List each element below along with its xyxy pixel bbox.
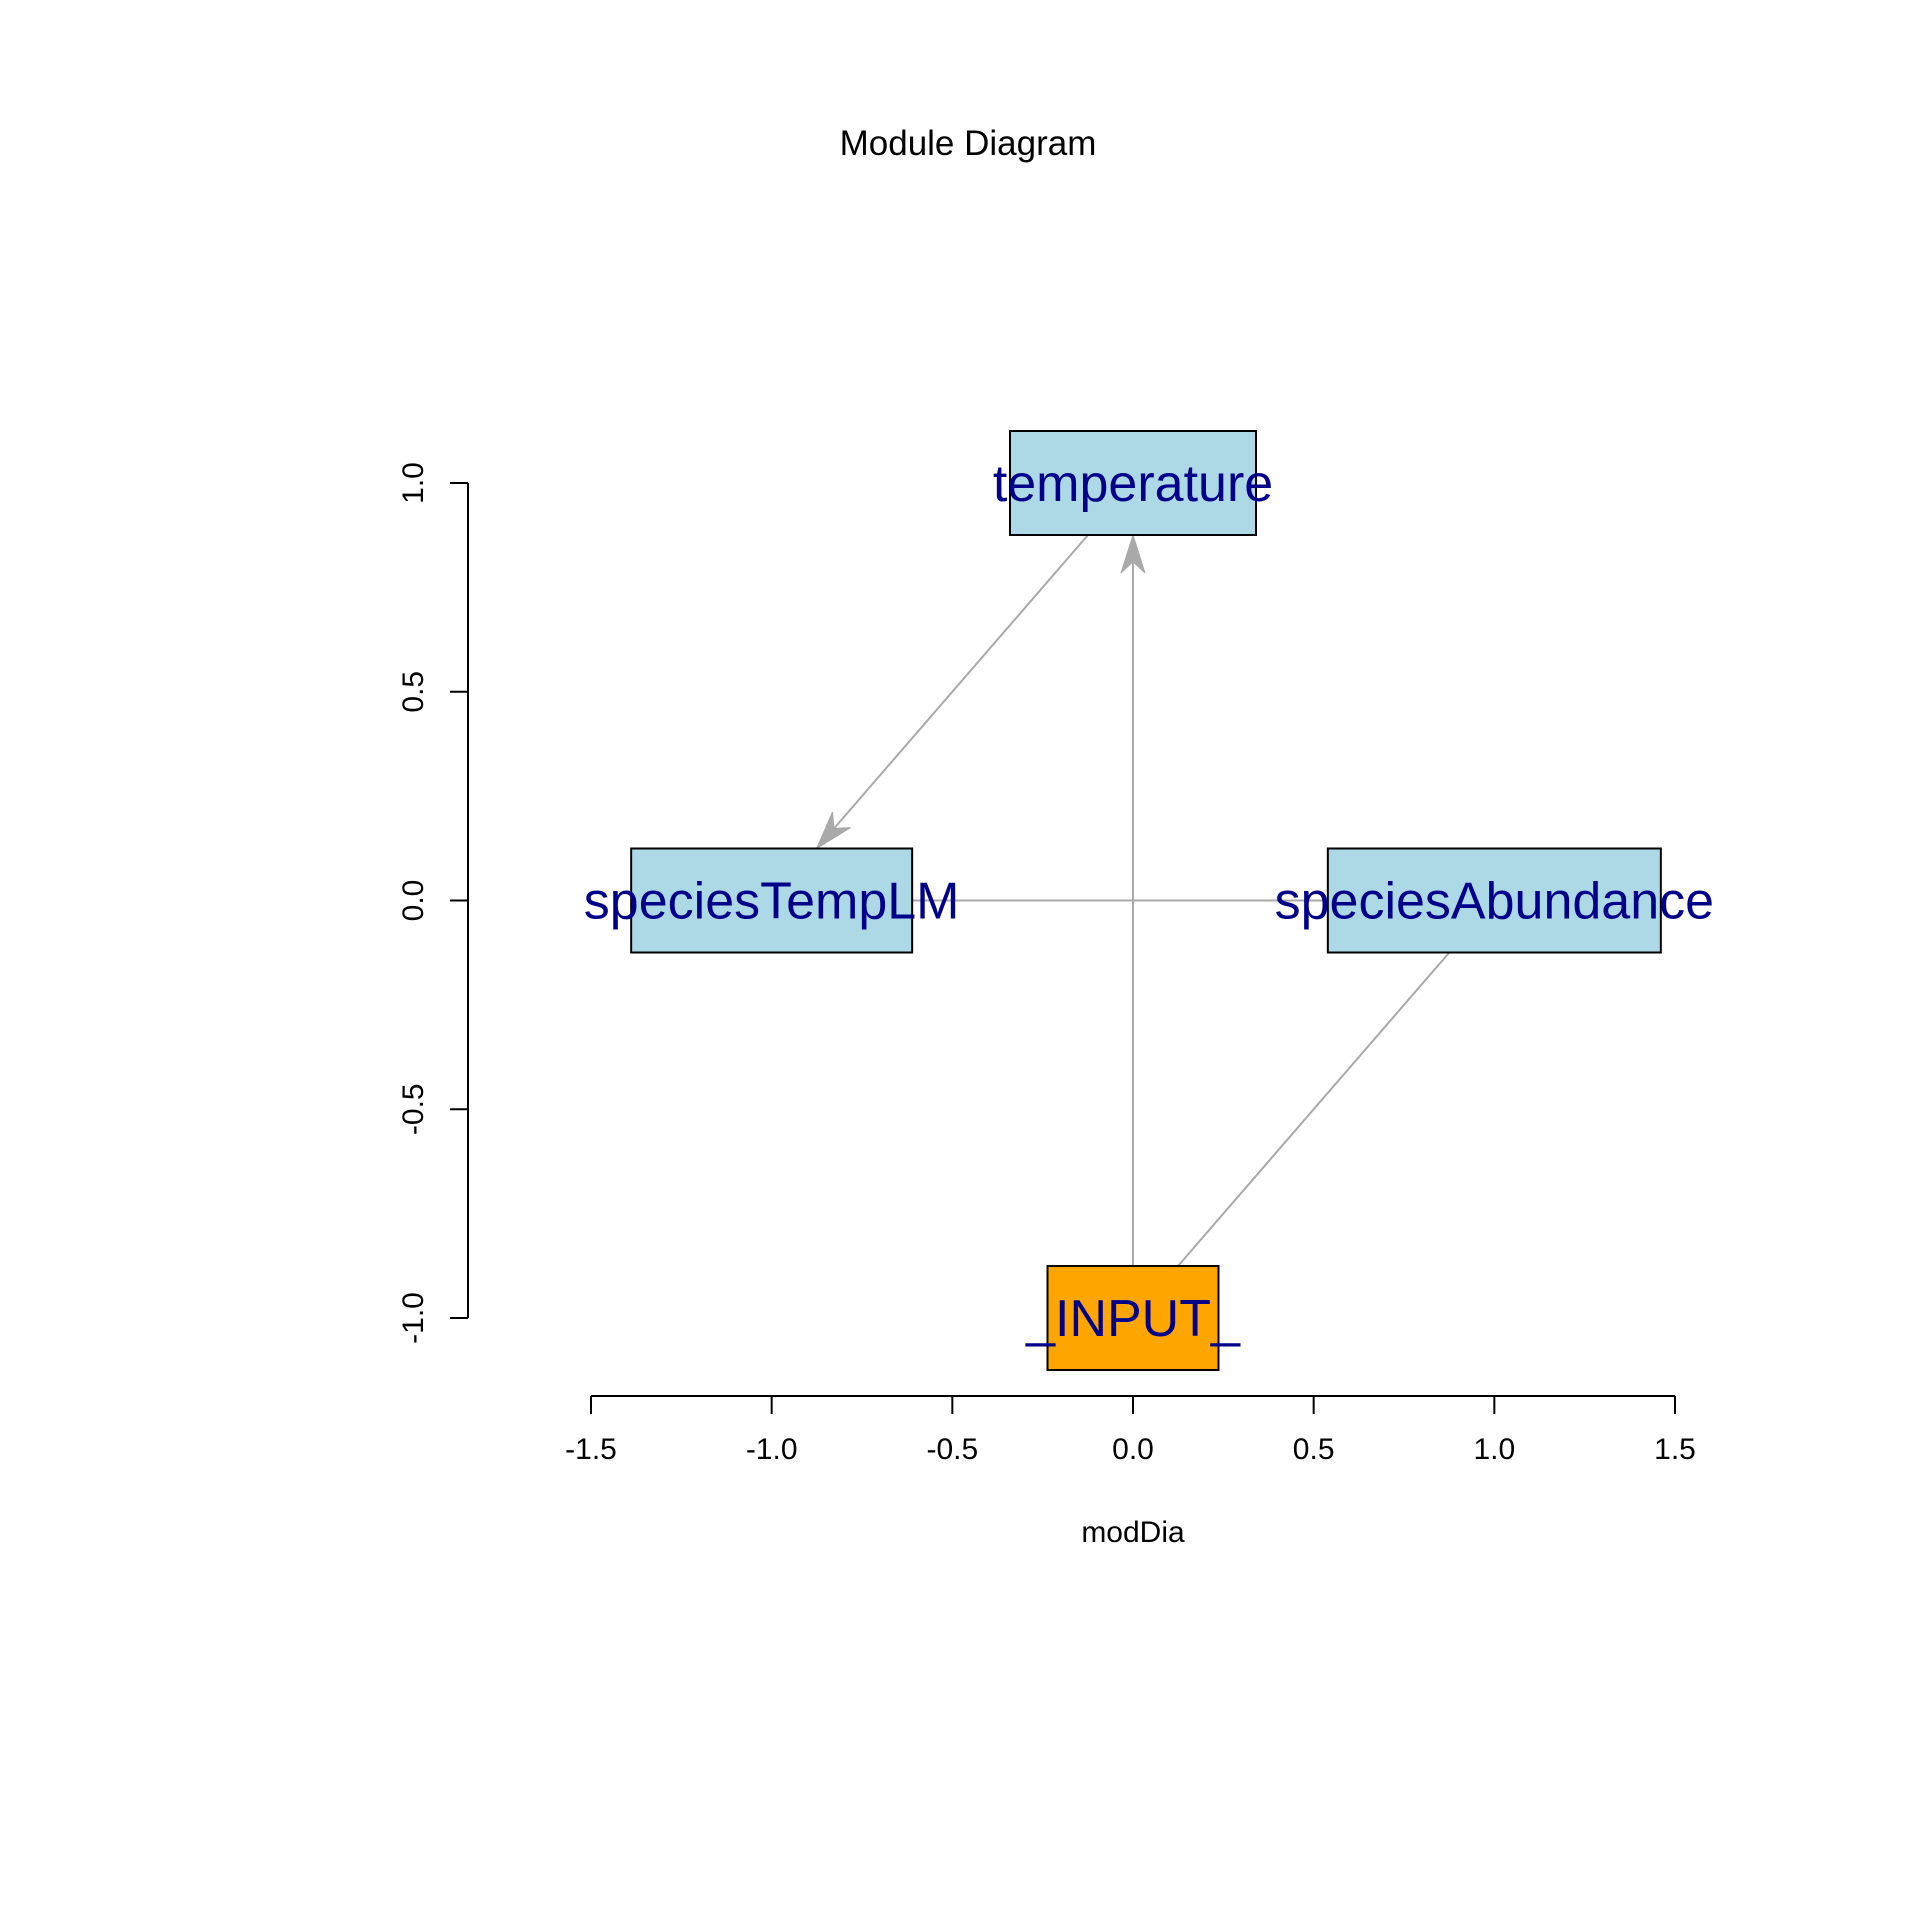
arrowhead-temperature	[1120, 533, 1146, 574]
edge-temperature-to-speciesTempLM	[815, 534, 1089, 850]
node-_INPUT_: _INPUT_	[1025, 1265, 1241, 1371]
x-axis-label: modDia	[1081, 1516, 1185, 1549]
chart-title: Module Diagram	[840, 124, 1097, 163]
nodes: temperature speciesTempLM speciesAbundance…	[584, 430, 1714, 1371]
node-box	[630, 847, 914, 954]
y-tick-label: 1.0	[397, 462, 430, 504]
arrowhead-speciesTempLM	[815, 811, 851, 850]
x-tick-label: -1.5	[565, 1433, 617, 1466]
y-tick-label: -0.5	[397, 1083, 430, 1135]
node-label: temperature	[993, 455, 1273, 513]
node-box	[1326, 847, 1662, 954]
x-tick-label: -1.0	[746, 1433, 798, 1466]
node-box	[1009, 430, 1257, 536]
x-tick-label: 0.5	[1293, 1433, 1335, 1466]
node-label: _INPUT_	[1025, 1290, 1241, 1348]
x-tick-label: 1.5	[1654, 1433, 1696, 1466]
y-tick-label: 0.0	[397, 880, 430, 922]
x-tick-label: 1.0	[1473, 1433, 1515, 1466]
x-ticks: -1.5 -1.0 -0.5 0.0 0.5 1.0 1.5	[565, 1396, 1696, 1466]
y-tick-label: 0.5	[397, 671, 430, 713]
edge-_INPUT_-to-speciesAbundance	[1177, 951, 1451, 1267]
node-temperature: temperature	[993, 430, 1273, 536]
node-label: speciesTempLM	[584, 873, 960, 931]
node-label: speciesAbundance	[1275, 873, 1714, 931]
y-ticks: -1.0 -0.5 0.0 0.5 1.0	[397, 462, 468, 1344]
y-tick-label: -1.0	[397, 1292, 430, 1344]
x-tick-label: -0.5	[926, 1433, 978, 1466]
node-speciesTempLM: speciesTempLM	[584, 847, 960, 954]
x-tick-label: 0.0	[1112, 1433, 1154, 1466]
node-box	[1046, 1265, 1220, 1371]
node-speciesAbundance: speciesAbundance	[1275, 847, 1714, 954]
